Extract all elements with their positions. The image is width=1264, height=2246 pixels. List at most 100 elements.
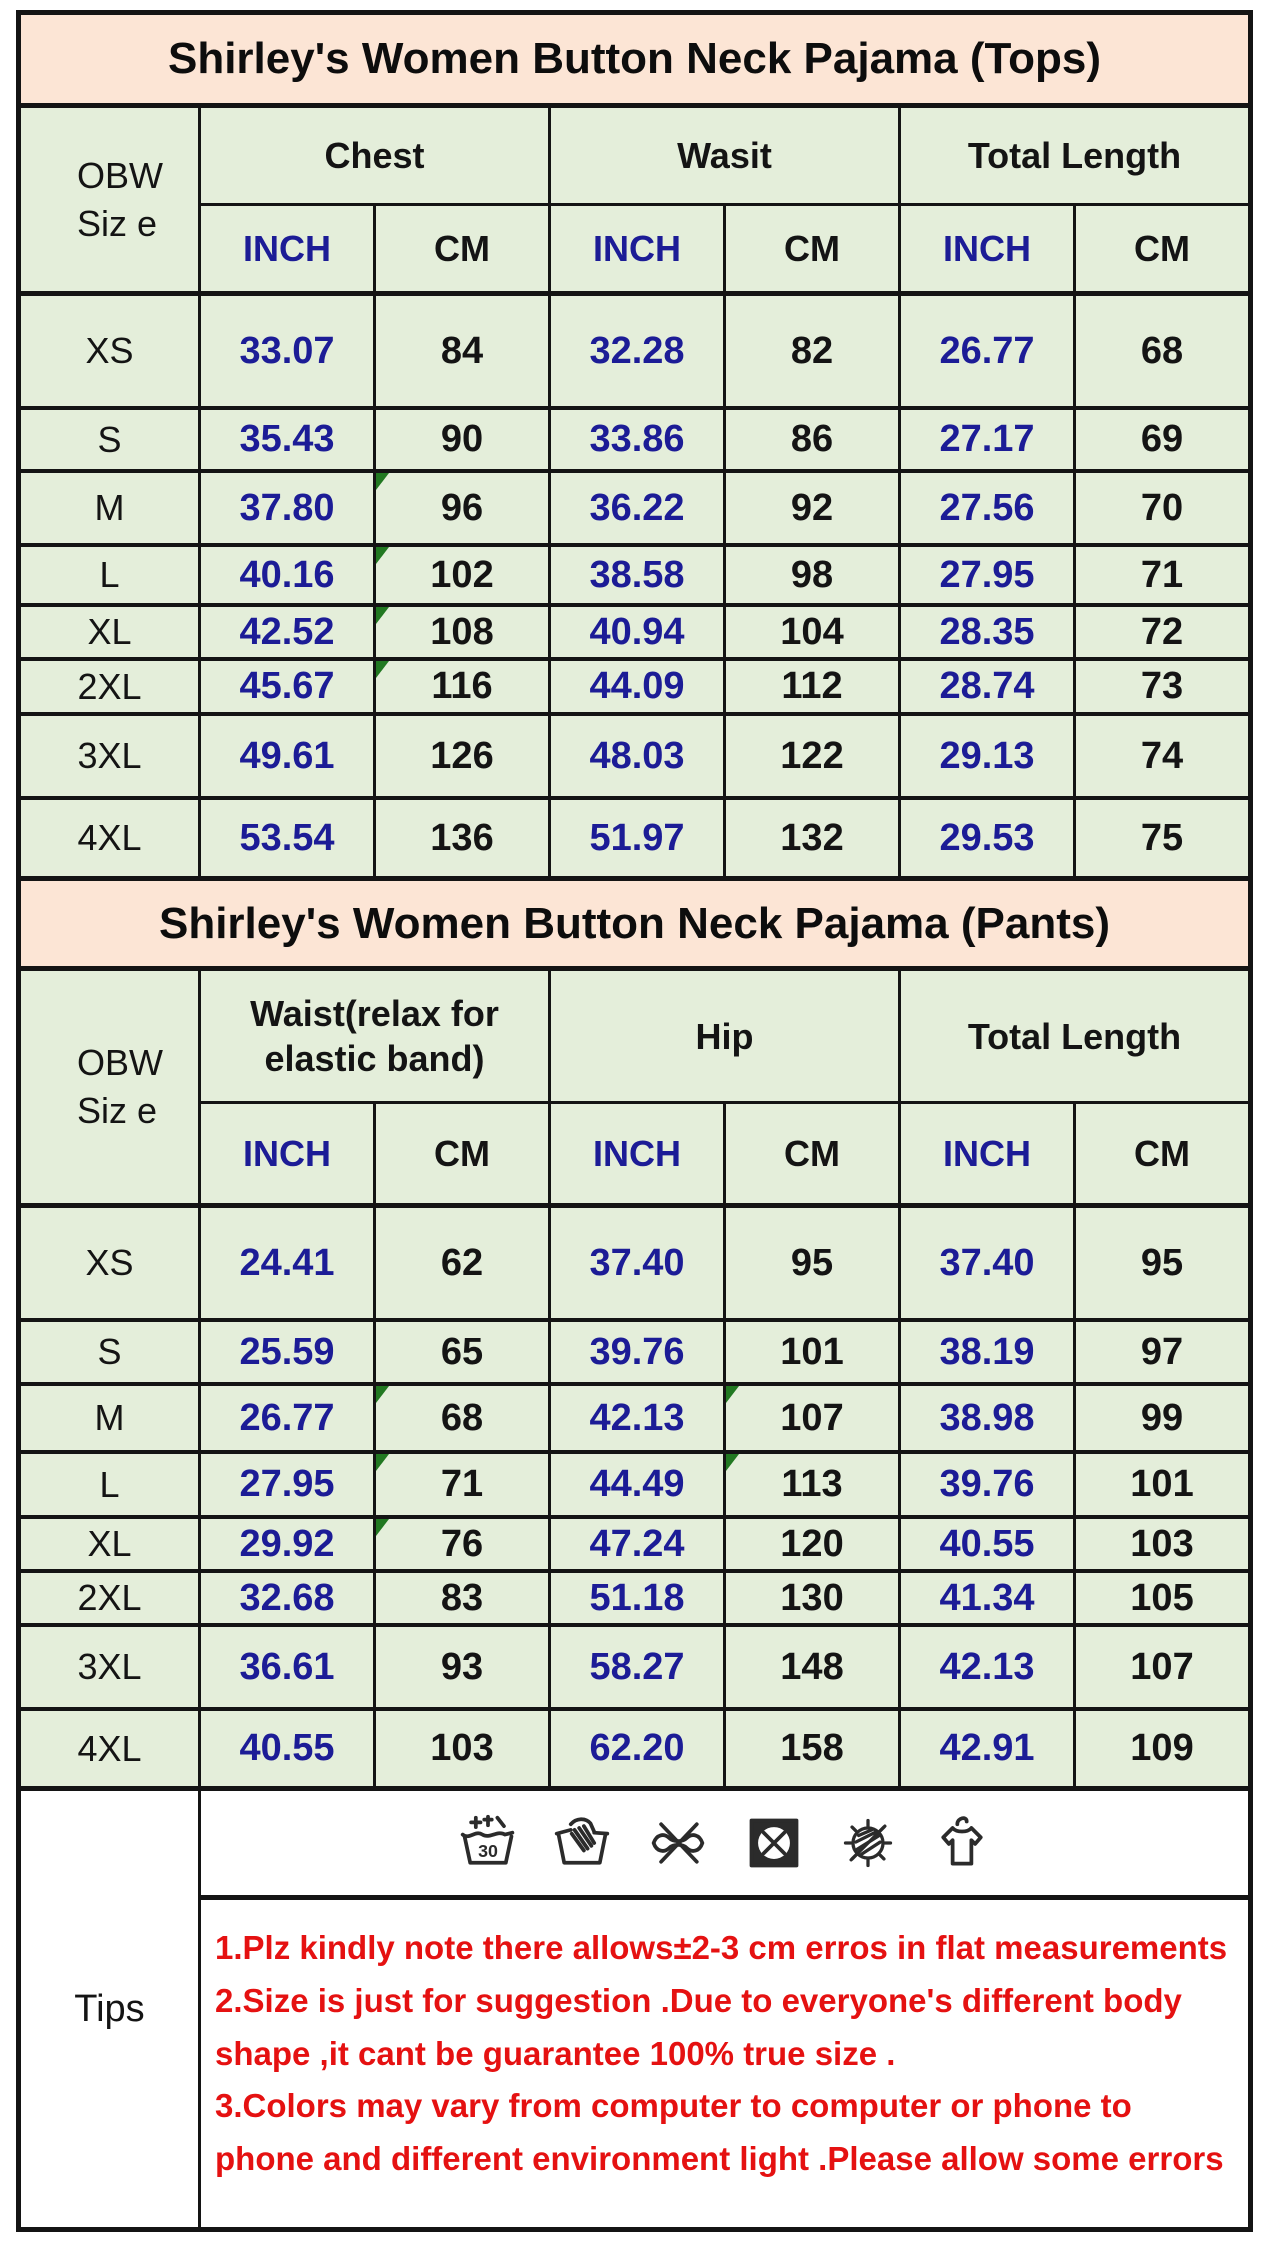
svg-text:30: 30 bbox=[478, 1841, 498, 1861]
size-chart-sheet: Shirley's Women Button Neck Pajama (Tops… bbox=[16, 10, 1253, 2232]
unit-header-cm: CM bbox=[373, 203, 548, 291]
cell-text: 35.43 bbox=[239, 418, 335, 460]
comment-marker-icon bbox=[376, 473, 389, 490]
cell-text: 69 bbox=[1140, 418, 1184, 460]
cell-text: 148 bbox=[780, 1645, 844, 1688]
cell-text: 48.03 bbox=[589, 734, 685, 777]
cell-text: 42.52 bbox=[239, 610, 335, 653]
cm-value-cell: 90 bbox=[373, 410, 548, 469]
size-label: 2XL bbox=[77, 665, 142, 707]
size-label: 4XL bbox=[77, 1727, 142, 1769]
cm-value-cell: 101 bbox=[723, 1322, 898, 1382]
inch-value-cell: 40.94 bbox=[548, 607, 723, 657]
size-header-line2: Siz e bbox=[77, 202, 158, 244]
tops-title: Shirley's Women Button Neck Pajama (Tops… bbox=[21, 15, 1248, 103]
cell-text: 71 bbox=[1140, 553, 1184, 596]
pants-title: Shirley's Women Button Neck Pajama (Pant… bbox=[21, 876, 1248, 966]
cell-text: 42.13 bbox=[589, 1396, 685, 1439]
cell-text: 26.77 bbox=[939, 329, 1035, 372]
cell-text: 132 bbox=[780, 816, 844, 859]
inch-value-cell: 24.41 bbox=[198, 1208, 373, 1318]
cell-text: 32.28 bbox=[589, 329, 685, 372]
cell-text: 107 bbox=[780, 1396, 844, 1439]
inch-value-cell: 27.95 bbox=[898, 547, 1073, 603]
size-label: S bbox=[97, 418, 122, 460]
cm-value-cell: 136 bbox=[373, 800, 548, 876]
cm-value-cell: 120 bbox=[723, 1519, 898, 1569]
cm-value-cell: 99 bbox=[1073, 1386, 1248, 1450]
cell-text: 101 bbox=[1130, 1463, 1194, 1505]
cm-value-cell: 108 bbox=[373, 607, 548, 657]
size-column-header: OBW Siz e bbox=[21, 971, 198, 1203]
cell-text: 108 bbox=[430, 610, 494, 653]
cell-text: 83 bbox=[440, 1576, 484, 1619]
cell-text: 73 bbox=[1140, 665, 1184, 707]
inch-value-cell: 42.91 bbox=[898, 1711, 1073, 1786]
cell-text: 116 bbox=[431, 665, 493, 707]
cell-text: 40.94 bbox=[589, 610, 685, 653]
inch-value-cell: 48.03 bbox=[548, 716, 723, 796]
cell-text: 38.19 bbox=[939, 1330, 1035, 1373]
inch-value-cell: 38.19 bbox=[898, 1322, 1073, 1382]
cell-text: 158 bbox=[780, 1727, 844, 1769]
cm-value-cell: 158 bbox=[723, 1711, 898, 1786]
table-row: XL 42.52 108 40.94 104 28.35 72 bbox=[21, 603, 1248, 657]
cell-text: 103 bbox=[430, 1727, 494, 1769]
cm-value-cell: 98 bbox=[723, 547, 898, 603]
cell-text: 28.74 bbox=[939, 665, 1035, 707]
size-header-line1: OBW bbox=[77, 1042, 163, 1084]
inch-value-cell: 36.61 bbox=[198, 1627, 373, 1707]
cell-text: 33.86 bbox=[589, 418, 685, 460]
unit-header-cm: CM bbox=[723, 1101, 898, 1203]
cell-text: 45.67 bbox=[239, 665, 335, 707]
cell-text: 95 bbox=[1140, 1241, 1184, 1284]
cell-text: 62.20 bbox=[589, 1727, 685, 1769]
inch-value-cell: 27.17 bbox=[898, 410, 1073, 469]
cm-value-cell: 72 bbox=[1073, 607, 1248, 657]
cell-text: 109 bbox=[1130, 1727, 1194, 1769]
inch-value-cell: 42.52 bbox=[198, 607, 373, 657]
size-label: XS bbox=[85, 330, 134, 371]
comment-marker-icon bbox=[376, 1454, 389, 1471]
cell-text: 62 bbox=[440, 1241, 484, 1284]
cell-text: 113 bbox=[781, 1463, 843, 1505]
cm-value-cell: 68 bbox=[1073, 296, 1248, 406]
inch-value-cell: 44.49 bbox=[548, 1454, 723, 1515]
cell-text: 96 bbox=[440, 486, 484, 529]
cm-value-cell: 71 bbox=[1073, 547, 1248, 603]
table-row: XL 29.92 76 47.24 120 40.55 103 bbox=[21, 1515, 1248, 1569]
cell-text: 86 bbox=[790, 418, 834, 460]
size-label: XL bbox=[87, 1523, 132, 1564]
inch-value-cell: 42.13 bbox=[898, 1627, 1073, 1707]
cm-value-cell: 109 bbox=[1073, 1711, 1248, 1786]
cell-text: 101 bbox=[780, 1330, 844, 1373]
size-header-line2: Siz e bbox=[77, 1090, 158, 1131]
cell-text: 74 bbox=[1140, 734, 1184, 777]
table-row: L 40.16 102 38.58 98 27.95 71 bbox=[21, 543, 1248, 603]
cell-text: 27.17 bbox=[939, 418, 1035, 460]
comment-marker-icon bbox=[726, 1454, 739, 1471]
inch-value-cell: 62.20 bbox=[548, 1711, 723, 1786]
cm-value-cell: 83 bbox=[373, 1573, 548, 1623]
inch-value-cell: 37.40 bbox=[548, 1208, 723, 1318]
cell-text: 76 bbox=[440, 1522, 484, 1565]
table-row: 3XL 49.61 126 48.03 122 29.13 74 bbox=[21, 712, 1248, 796]
cell-text: 126 bbox=[430, 734, 494, 777]
cell-text: 38.98 bbox=[939, 1396, 1035, 1439]
cell-text: 42.13 bbox=[939, 1645, 1035, 1688]
inch-value-cell: 49.61 bbox=[198, 716, 373, 796]
cell-text: 26.77 bbox=[239, 1396, 335, 1439]
cm-value-cell: 97 bbox=[1073, 1322, 1248, 1382]
cm-value-cell: 126 bbox=[373, 716, 548, 796]
cell-text: 95 bbox=[790, 1241, 834, 1284]
cell-text: 136 bbox=[430, 816, 494, 859]
tops-table-body: XS 33.07 84 32.28 82 26.77 68 S 35.43 90 33.86 86 27… bbox=[21, 291, 1248, 876]
cm-value-cell: 116 bbox=[373, 661, 548, 712]
size-label: M bbox=[94, 487, 125, 528]
inch-value-cell: 58.27 bbox=[548, 1627, 723, 1707]
inch-value-cell: 40.16 bbox=[198, 547, 373, 603]
cell-text: 98 bbox=[790, 553, 834, 596]
cell-text: 120 bbox=[780, 1522, 844, 1565]
inch-value-cell: 44.09 bbox=[548, 661, 723, 712]
comment-marker-icon bbox=[376, 547, 389, 564]
